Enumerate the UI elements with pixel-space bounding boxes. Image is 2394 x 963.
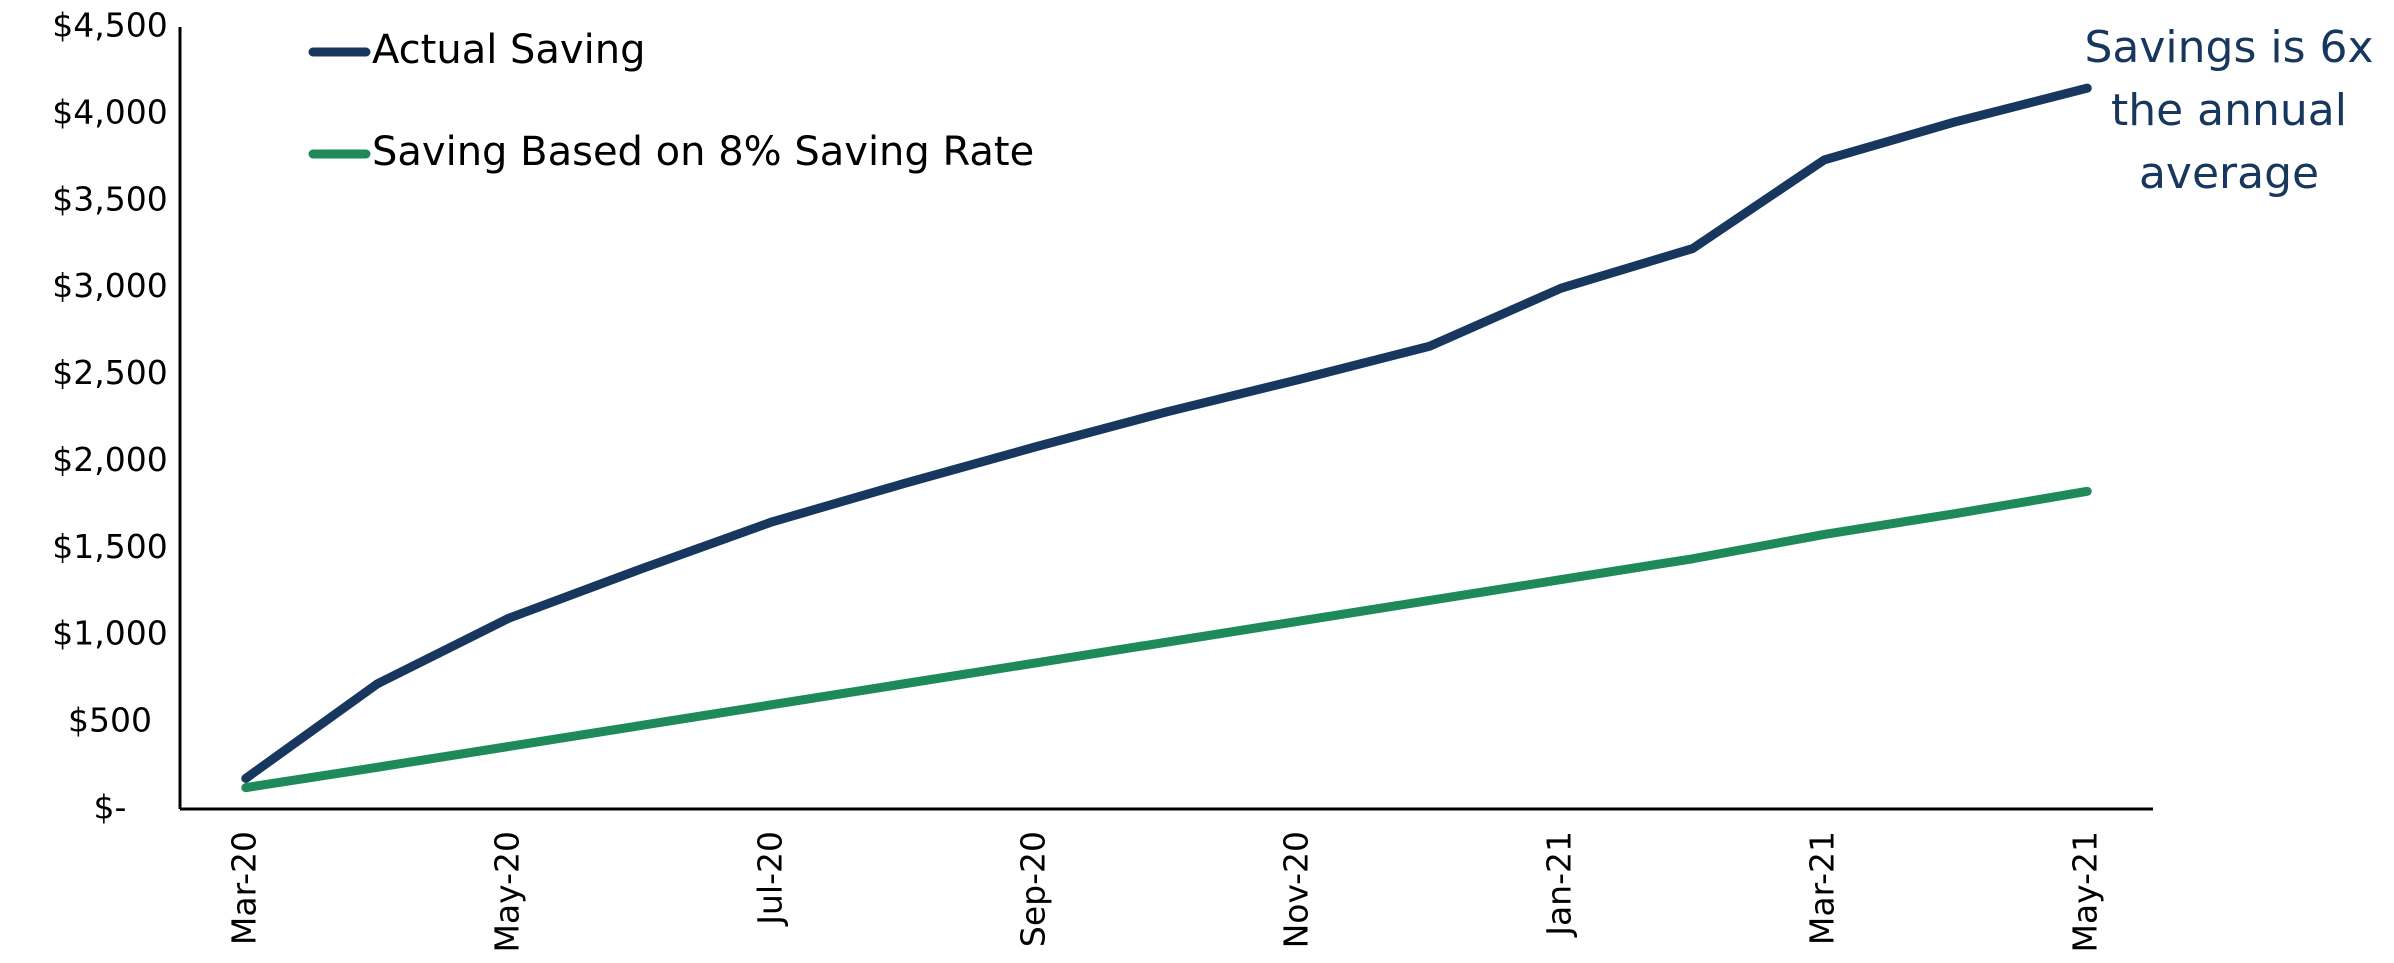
x-tick-label: May-20 [487, 831, 526, 953]
y-tick-label: $3,000 [52, 266, 167, 305]
y-tick-label: $3,500 [52, 179, 167, 218]
y-tick-label: $500 [68, 701, 152, 740]
x-tick-label: Jan-21 [1540, 831, 1579, 938]
y-tick-label: $4,500 [52, 6, 167, 45]
legend-label: Actual Saving [372, 27, 645, 73]
x-tick-label: May-21 [2066, 831, 2105, 953]
x-tick-label: Nov-20 [1277, 831, 1316, 948]
series-line [241, 486, 2092, 793]
y-tick-label: $2,500 [52, 353, 167, 392]
x-tick-label: Mar-21 [1803, 831, 1842, 945]
y-tick-label: $1,500 [52, 527, 167, 566]
annotation: average [2139, 148, 2319, 199]
legend-label: Saving Based on 8% Saving Rate [372, 129, 1034, 175]
series-line [241, 83, 2092, 783]
annotation: Savings is 6x [2084, 22, 2373, 73]
x-tick-label: Mar-20 [224, 831, 263, 945]
y-tick-label: $2,000 [52, 440, 167, 479]
y-tick-label: $1,000 [52, 614, 167, 653]
y-tick-label: $4,000 [52, 92, 167, 131]
y-tick-label: $- [94, 788, 127, 827]
x-tick-label: Jul-20 [750, 831, 789, 927]
x-tick-label: Sep-20 [1013, 831, 1052, 947]
annotation: the annual [2111, 85, 2347, 136]
